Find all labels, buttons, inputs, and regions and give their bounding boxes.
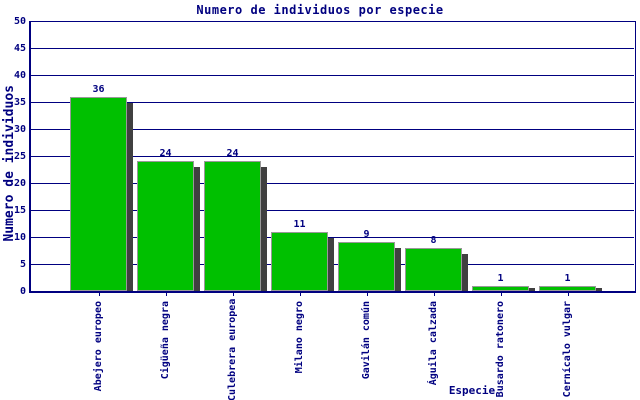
x-tick	[300, 293, 301, 296]
bar-value-label: 8	[430, 235, 437, 246]
bar-value-label: 1	[564, 273, 571, 284]
x-category-label: Culebrera europea	[226, 298, 238, 400]
plot-area	[29, 21, 636, 293]
y-tick-label: 45	[13, 43, 26, 54]
bar-value-label: 24	[159, 148, 172, 159]
bar	[539, 286, 596, 291]
gridline	[31, 102, 634, 103]
x-category-label: Cigüeña negra	[159, 301, 171, 380]
x-tick	[434, 293, 435, 296]
x-tick	[367, 293, 368, 296]
x-category-label: Cernícalo vulgar	[561, 301, 573, 398]
y-tick-label: 35	[13, 97, 26, 108]
gridline	[31, 156, 634, 157]
gridline	[31, 237, 634, 238]
chart-title: Numero de individuos por especie	[196, 3, 444, 17]
y-tick-label: 40	[13, 70, 26, 81]
bar	[405, 248, 462, 291]
y-tick-label: 5	[19, 259, 26, 270]
x-tick	[233, 293, 234, 296]
y-tick-label: 30	[13, 124, 26, 135]
gridline	[31, 48, 634, 49]
gridline	[31, 129, 634, 130]
x-tick	[99, 293, 100, 296]
bar	[204, 161, 261, 291]
bar-value-label: 9	[363, 229, 370, 240]
y-tick-label: 10	[13, 232, 26, 243]
y-axis-title: Numero de individuos	[2, 85, 17, 242]
y-tick-label: 0	[19, 286, 26, 297]
y-tick-label: 15	[13, 205, 26, 216]
bar-value-label: 36	[92, 84, 105, 95]
bar-shadow	[395, 248, 401, 291]
bar-value-label: 24	[226, 148, 239, 159]
bar-shadow	[529, 288, 535, 291]
bar	[472, 286, 529, 291]
y-tick-label: 50	[13, 16, 26, 27]
bar	[338, 242, 395, 291]
bar-shadow	[462, 254, 468, 291]
y-tick-label: 20	[13, 178, 26, 189]
x-category-label: Gavilán común	[360, 301, 372, 380]
gridline	[31, 210, 634, 211]
bar	[271, 232, 328, 291]
bar	[70, 97, 127, 291]
bar-shadow	[328, 238, 334, 291]
x-category-label: Abejero europeo	[92, 301, 104, 392]
x-tick	[568, 293, 569, 296]
bar-value-label: 1	[497, 273, 504, 284]
bar-shadow	[127, 103, 133, 291]
gridline	[31, 183, 634, 184]
x-tick	[166, 293, 167, 296]
bar-shadow	[261, 167, 267, 291]
y-tick-label: 25	[13, 151, 26, 162]
x-category-label: Milano negro	[293, 301, 305, 374]
bar-shadow	[596, 288, 602, 291]
bar-shadow	[194, 167, 200, 291]
x-tick	[501, 293, 502, 296]
x-axis-title: Especie	[448, 384, 496, 397]
bar	[137, 161, 194, 291]
gridline	[31, 75, 634, 76]
bar-value-label: 11	[293, 219, 306, 230]
